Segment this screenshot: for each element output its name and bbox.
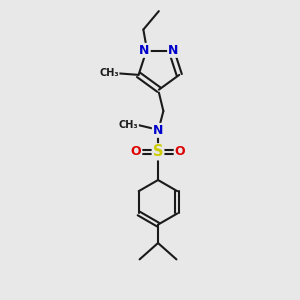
Text: N: N <box>168 44 178 57</box>
Text: N: N <box>153 124 163 137</box>
Text: O: O <box>131 145 141 158</box>
Text: S: S <box>153 144 163 159</box>
Text: CH₃: CH₃ <box>99 68 119 78</box>
Text: O: O <box>175 145 185 158</box>
Text: N: N <box>140 44 150 57</box>
Text: CH₃: CH₃ <box>118 120 138 130</box>
